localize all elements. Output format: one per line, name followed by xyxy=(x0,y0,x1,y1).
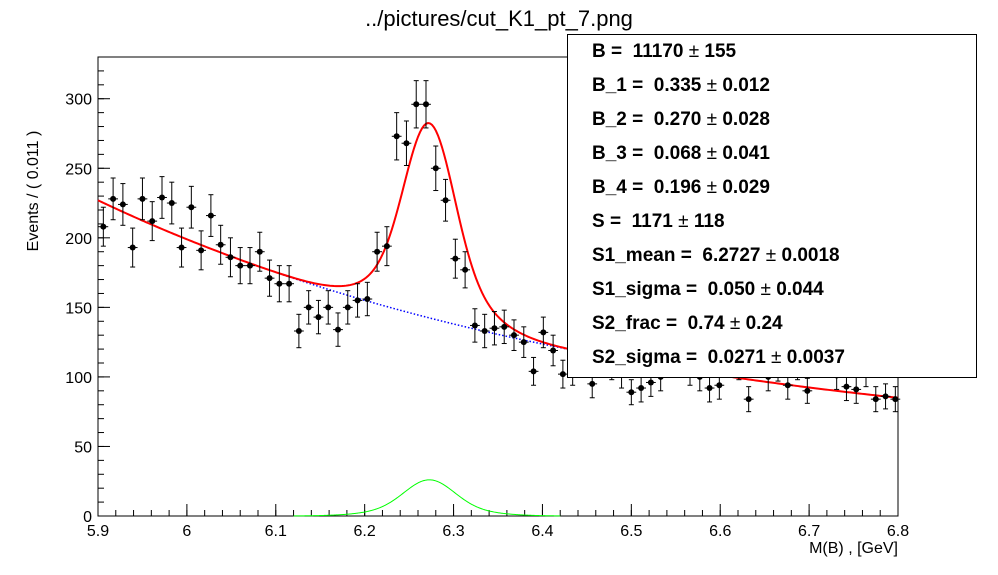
data-point xyxy=(432,165,439,172)
data-point xyxy=(745,396,752,403)
y-tick-label: 250 xyxy=(65,161,92,178)
data-point xyxy=(383,243,390,250)
y-tick-label: 300 xyxy=(65,92,92,109)
data-point xyxy=(442,197,449,204)
data-point xyxy=(647,379,654,386)
data-point xyxy=(207,212,214,219)
data-point xyxy=(511,332,517,339)
data-point xyxy=(266,275,273,282)
data-point xyxy=(110,195,117,202)
y-tick-label: 0 xyxy=(83,509,92,526)
data-point xyxy=(315,314,322,321)
stat-row-b2: B_2 = 0.270 ± 0.028 xyxy=(592,109,770,130)
x-tick-label: 6.5 xyxy=(620,523,642,540)
y-tick-label: 200 xyxy=(65,231,92,248)
chart-title: ../pictures/cut_K1_pt_7.png xyxy=(365,6,633,31)
data-point xyxy=(100,223,107,230)
data-point xyxy=(471,322,478,329)
stat-row-s2-frac: S2_frac = 0.74 ± 0.24 xyxy=(592,313,783,334)
y-tick-label: 50 xyxy=(74,439,92,456)
data-point xyxy=(550,347,557,354)
x-tick-label: 6.7 xyxy=(798,523,820,540)
data-point xyxy=(423,101,429,108)
stat-row-s1-sigma: S1_sigma = 0.050 ± 0.044 xyxy=(592,279,824,300)
stat-row-b4: B_4 = 0.196 ± 0.029 xyxy=(592,177,770,198)
x-tick-label: 6.4 xyxy=(531,523,553,540)
x-tick-label: 6.3 xyxy=(442,523,464,540)
data-point xyxy=(872,396,879,403)
x-axis-label: M(B) , [GeV] xyxy=(809,540,898,557)
data-point xyxy=(178,244,185,251)
data-point xyxy=(403,140,410,147)
data-point xyxy=(589,380,596,387)
data-point xyxy=(501,323,508,330)
data-point xyxy=(129,244,136,251)
data-point xyxy=(892,396,899,403)
data-point xyxy=(364,296,371,303)
data-point xyxy=(354,297,361,304)
x-tick-label: 5.9 xyxy=(87,523,109,540)
data-point xyxy=(325,304,332,311)
fit-parameters-box: B = 11170 ± 155 B_1 = 0.335 ± 0.012 B_2 … xyxy=(567,34,977,378)
data-point xyxy=(882,393,889,400)
data-point xyxy=(491,325,498,332)
data-point xyxy=(188,204,195,211)
stat-row-s2-sigma: S2_sigma = 0.0271 ± 0.0037 xyxy=(592,347,845,368)
data-point xyxy=(520,339,527,346)
data-point xyxy=(540,329,547,336)
y-axis-label: Events / ( 0.011 ) xyxy=(25,130,42,252)
data-point xyxy=(452,255,459,262)
data-point xyxy=(247,262,253,269)
data-point xyxy=(149,218,156,225)
data-point xyxy=(784,382,791,389)
data-point xyxy=(393,133,400,140)
y-tick-label: 100 xyxy=(65,370,92,387)
data-point xyxy=(853,386,860,393)
data-point xyxy=(804,387,811,394)
data-point xyxy=(276,280,283,287)
stat-row-s: S = 1171 ± 118 xyxy=(592,211,725,232)
x-tick-label: 6.6 xyxy=(709,523,731,540)
data-point xyxy=(413,101,420,108)
x-tick-label: 6.2 xyxy=(354,523,376,540)
data-point xyxy=(716,382,723,389)
data-point xyxy=(374,248,381,255)
data-point xyxy=(217,241,224,248)
data-point xyxy=(530,368,537,375)
data-point xyxy=(305,304,312,311)
data-point xyxy=(706,385,713,392)
data-point xyxy=(628,389,635,396)
data-point xyxy=(227,254,234,261)
data-point xyxy=(256,248,263,255)
stat-row-b: B = 11170 ± 155 xyxy=(592,41,737,62)
stat-row-b3: B_3 = 0.068 ± 0.041 xyxy=(592,143,770,164)
x-tick-label: 6.8 xyxy=(887,523,909,540)
y-tick-label: 150 xyxy=(65,300,92,317)
data-point xyxy=(119,201,126,208)
data-point xyxy=(159,194,165,201)
data-point xyxy=(295,328,302,335)
data-point xyxy=(335,326,341,333)
data-point xyxy=(344,304,351,311)
signal-curve xyxy=(293,479,561,517)
x-tick-label: 6 xyxy=(182,523,191,540)
x-tick-label: 6.1 xyxy=(265,523,287,540)
data-point xyxy=(843,383,850,390)
data-point xyxy=(168,200,175,207)
data-point xyxy=(559,371,566,378)
stat-row-b1: B_1 = 0.335 ± 0.012 xyxy=(592,75,770,96)
data-point xyxy=(198,247,205,254)
data-point xyxy=(237,262,244,269)
data-point xyxy=(462,266,469,273)
data-point xyxy=(481,328,488,335)
data-point xyxy=(139,195,146,202)
data-point xyxy=(286,280,293,287)
stat-row-s1-mean: S1_mean = 6.2727 ± 0.0018 xyxy=(592,245,840,266)
data-point xyxy=(638,385,645,392)
